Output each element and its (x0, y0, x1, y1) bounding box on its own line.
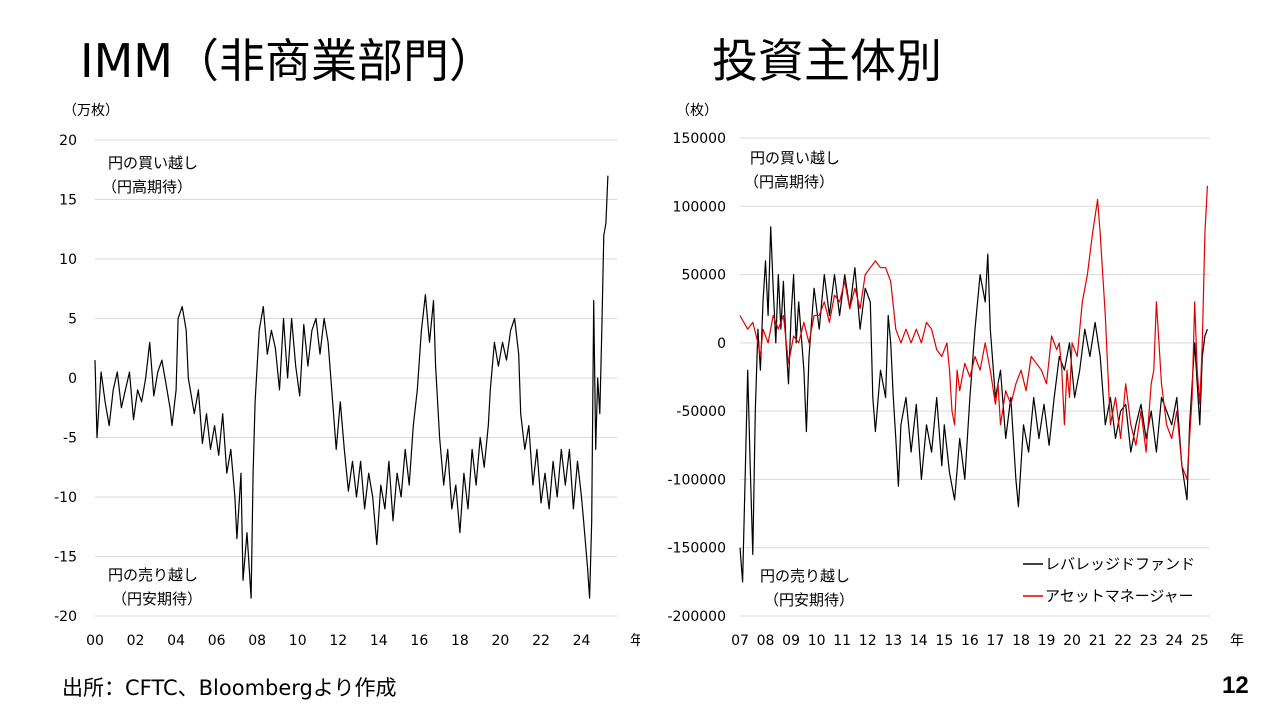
investor-chart: （枚） 150000 100000 50000 0 -50000 -100000 -15000… (668, 103, 1245, 649)
right-unit-label: （枚） (676, 103, 718, 119)
right-x-axis-label: 年 (1230, 633, 1244, 649)
left-y-tick-label: 0 (68, 371, 77, 387)
left-unit-label: （万枚） (63, 103, 119, 119)
left-annotation-bottom-line2: （円安期待） (112, 590, 202, 608)
left-annotation-top-line1: 円の買い越し (108, 154, 198, 172)
right-x-tick-label: 08 (757, 633, 775, 649)
right-x-tick-label: 10 (808, 633, 826, 649)
right-legend-label-1: レバレッジドファンド (1045, 555, 1195, 573)
right-x-tick-label: 20 (1063, 633, 1081, 649)
right-y-tick-label: 100000 (673, 199, 726, 215)
left-annotation-top-line2: （円高期待） (102, 178, 192, 196)
right-x-tick-label: 14 (910, 633, 928, 649)
left-x-axis-label: 年 (630, 633, 640, 649)
left-x-tick-label: 20 (492, 633, 510, 649)
left-y-tick-label: 5 (68, 312, 77, 328)
page-number: 12 (1222, 672, 1249, 699)
left-x-tick-label: 00 (86, 633, 104, 649)
right-x-tick-label: 25 (1191, 633, 1209, 649)
left-x-tick-label: 24 (573, 633, 591, 649)
left-chart-title: IMM（非商業部門） (80, 34, 495, 88)
right-x-tick-label: 17 (987, 633, 1005, 649)
right-x-tick-label: 24 (1165, 633, 1183, 649)
left-x-tick-label: 12 (329, 633, 347, 649)
left-x-tick-label: 14 (370, 633, 388, 649)
left-y-tick-label: -10 (54, 490, 77, 506)
right-x-tick-label: 09 (782, 633, 800, 649)
right-x-tick-label: 12 (859, 633, 877, 649)
right-y-tick-label: -200000 (668, 609, 727, 625)
left-x-tick-label: 18 (451, 633, 469, 649)
left-annotation-bottom-line1: 円の売り越し (108, 566, 198, 584)
right-series-line-2 (739, 185, 1208, 480)
left-y-tick-label: -15 (54, 550, 77, 566)
left-x-tick-label: 06 (208, 633, 226, 649)
right-annotation-bottom-line1: 円の売り越し (760, 567, 850, 585)
right-y-tick-label: 150000 (673, 131, 726, 147)
left-series-line-1 (94, 175, 609, 599)
left-x-tick-label: 16 (410, 633, 428, 649)
right-legend-label-2: アセットマネージャー (1045, 587, 1194, 605)
left-y-tick-label: 20 (59, 133, 77, 149)
left-x-tick-label: 02 (127, 633, 145, 649)
right-annotation-top-line2: （円高期待） (744, 173, 834, 191)
left-x-tick-label: 22 (532, 633, 550, 649)
right-x-tick-label: 13 (884, 633, 902, 649)
imm-chart: （万枚） 20 15 10 5 0 -5 -10 -15 -20 00 02 04 06 08 10 12 14 1… (54, 103, 640, 649)
right-x-tick-label: 18 (1012, 633, 1030, 649)
right-annotation-top-line1: 円の買い越し (750, 149, 840, 167)
source-note: 出所：CFTC、Bloombergより作成 (62, 676, 397, 700)
right-y-tick-label: -100000 (668, 472, 727, 488)
right-x-tick-label: 07 (731, 633, 749, 649)
right-x-tick-label: 23 (1140, 633, 1158, 649)
right-x-tick-label: 22 (1114, 633, 1132, 649)
right-x-tick-label: 16 (961, 633, 979, 649)
right-series-line-1 (739, 226, 1208, 583)
right-y-tick-label: -50000 (676, 404, 726, 420)
right-x-tick-label: 11 (833, 633, 851, 649)
left-y-tick-label: 10 (59, 252, 77, 268)
left-y-tick-label: -20 (54, 609, 77, 625)
left-x-tick-label: 10 (289, 633, 307, 649)
left-y-tick-label: 15 (59, 193, 77, 209)
right-y-tick-label: -150000 (668, 541, 727, 557)
left-x-tick-label: 04 (167, 633, 185, 649)
left-y-tick-label: -5 (63, 431, 77, 447)
left-x-tick-label: 08 (248, 633, 266, 649)
right-x-tick-label: 21 (1089, 633, 1107, 649)
right-chart-title: 投資主体別 (712, 34, 942, 88)
right-x-tick-label: 19 (1038, 633, 1056, 649)
right-annotation-bottom-line2: （円安期待） (764, 591, 854, 609)
right-x-tick-label: 15 (935, 633, 953, 649)
right-y-tick-label: 0 (717, 336, 726, 352)
right-y-tick-label: 50000 (681, 268, 726, 284)
